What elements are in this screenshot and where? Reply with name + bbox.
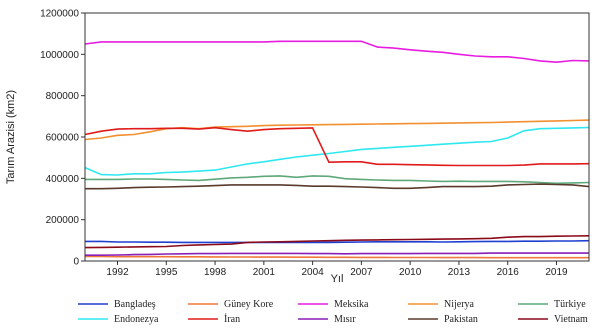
legend-label: İran	[224, 313, 240, 325]
y-tick-label: 800000	[46, 91, 80, 102]
x-tick-label: 1992	[106, 267, 129, 278]
y-tick-label: 0	[73, 257, 79, 268]
legend-label: Güney Kore	[224, 299, 274, 310]
x-tick-label: 2019	[545, 267, 568, 278]
legend-label: Pakistan	[444, 314, 478, 325]
x-tick-label: 2013	[448, 267, 471, 278]
series-line-5	[84, 126, 590, 176]
y-tick-label: 600000	[46, 133, 80, 144]
x-tick-label: 2007	[350, 267, 373, 278]
x-tick-label: 2004	[301, 267, 324, 278]
series-line-9	[84, 235, 590, 249]
series-line-4	[85, 175, 590, 185]
series-line-7	[85, 252, 589, 256]
x-tick-label: 2010	[399, 267, 422, 278]
x-tick-label: 2001	[253, 267, 276, 278]
legend-label: Bangladeş	[114, 299, 156, 310]
series-line-1	[85, 255, 589, 259]
x-tick-label: 1995	[155, 267, 178, 278]
x-axis: 1992 1995 1998 2001 2004 2007 2010 2013 2016 2019	[106, 261, 568, 278]
series-line-0	[85, 239, 590, 244]
x-axis-title: Yıl	[331, 273, 344, 285]
legend: Bangladeş Güney Kore Meksika Nijerya Türkiye…	[78, 299, 588, 325]
x-tick-label: 2016	[497, 267, 520, 278]
legend-label: Meksika	[334, 299, 369, 310]
legend-label: Mısır	[334, 314, 356, 325]
series-line-6	[84, 126, 590, 167]
legend-label: Endonezya	[114, 314, 159, 325]
x-tick-label: 1998	[204, 267, 227, 278]
y-axis-title: Tarım Arazisi (km2)	[5, 90, 17, 184]
plot-area-frame	[84, 12, 590, 262]
y-tick-label: 1000000	[40, 50, 79, 61]
series-line-2	[84, 40, 590, 64]
series-line-8	[85, 183, 590, 190]
series-lines	[84, 40, 590, 259]
legend-label: Nijerya	[444, 299, 475, 310]
y-tick-label: 400000	[46, 174, 80, 185]
y-axis: 0 200000 400000 600000 800000 1000000 1200000	[40, 9, 85, 268]
y-tick-label: 200000	[46, 215, 80, 226]
y-tick-label: 1200000	[40, 9, 79, 20]
series-line-3	[84, 119, 590, 141]
legend-label: Vietnam	[554, 314, 588, 325]
legend-label: Türkiye	[554, 299, 586, 310]
